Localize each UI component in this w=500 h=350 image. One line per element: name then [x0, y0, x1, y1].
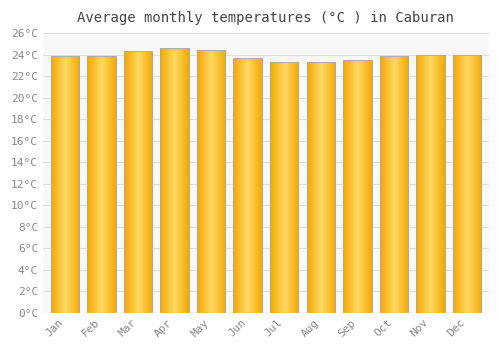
- Bar: [50, 56, 79, 313]
- Bar: [124, 51, 152, 313]
- Bar: [124, 51, 152, 313]
- Bar: [343, 60, 372, 313]
- Bar: [234, 58, 262, 313]
- Bar: [452, 55, 481, 313]
- Bar: [452, 55, 481, 313]
- Bar: [416, 55, 444, 313]
- Bar: [160, 48, 189, 313]
- Bar: [197, 50, 226, 313]
- Bar: [306, 62, 335, 313]
- Bar: [416, 55, 444, 313]
- Bar: [343, 60, 372, 313]
- Bar: [160, 48, 189, 313]
- Title: Average monthly temperatures (°C ) in Caburan: Average monthly temperatures (°C ) in Ca…: [78, 11, 454, 25]
- Bar: [380, 56, 408, 313]
- Bar: [270, 62, 298, 313]
- Bar: [197, 50, 226, 313]
- Bar: [270, 62, 298, 313]
- Bar: [87, 56, 116, 313]
- Bar: [306, 62, 335, 313]
- Bar: [380, 56, 408, 313]
- Bar: [87, 56, 116, 313]
- Bar: [50, 56, 79, 313]
- Bar: [234, 58, 262, 313]
